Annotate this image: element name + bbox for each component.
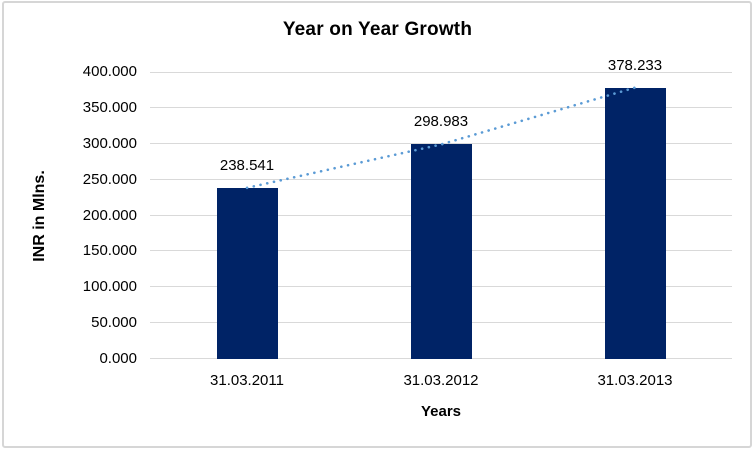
- x-axis-title: Years: [420, 403, 462, 420]
- bar-value-label: 238.541: [219, 156, 275, 174]
- gridline: [150, 107, 732, 108]
- y-tick-label: 400.000: [82, 63, 137, 80]
- y-tick-label: 100.000: [82, 278, 137, 296]
- y-tick-label: 250.000: [82, 170, 137, 188]
- y-tick-label: 150.000: [82, 242, 137, 260]
- chart-title: Year on Year Growth: [282, 19, 473, 40]
- x-tick-label: 31.03.2013: [597, 372, 673, 389]
- x-tick-label: 31.03.2011: [210, 372, 284, 389]
- y-tick-label: 0.000: [99, 350, 137, 367]
- y-tick-label: 300.000: [82, 134, 137, 152]
- gridline: [150, 143, 732, 144]
- x-tick-label: 31.03.2012: [403, 372, 479, 389]
- bar-value-label: 298.983: [413, 113, 469, 131]
- bar-value-label: 378.233: [607, 56, 663, 74]
- y-tick-label: 200.000: [82, 206, 137, 224]
- bar: [216, 187, 278, 359]
- plot-area: [150, 72, 732, 359]
- bar: [410, 144, 472, 359]
- y-tick-label: 50.000: [91, 314, 137, 332]
- gridline: [150, 72, 732, 73]
- y-tick-label: 350.000: [82, 98, 137, 116]
- bar: [604, 87, 666, 359]
